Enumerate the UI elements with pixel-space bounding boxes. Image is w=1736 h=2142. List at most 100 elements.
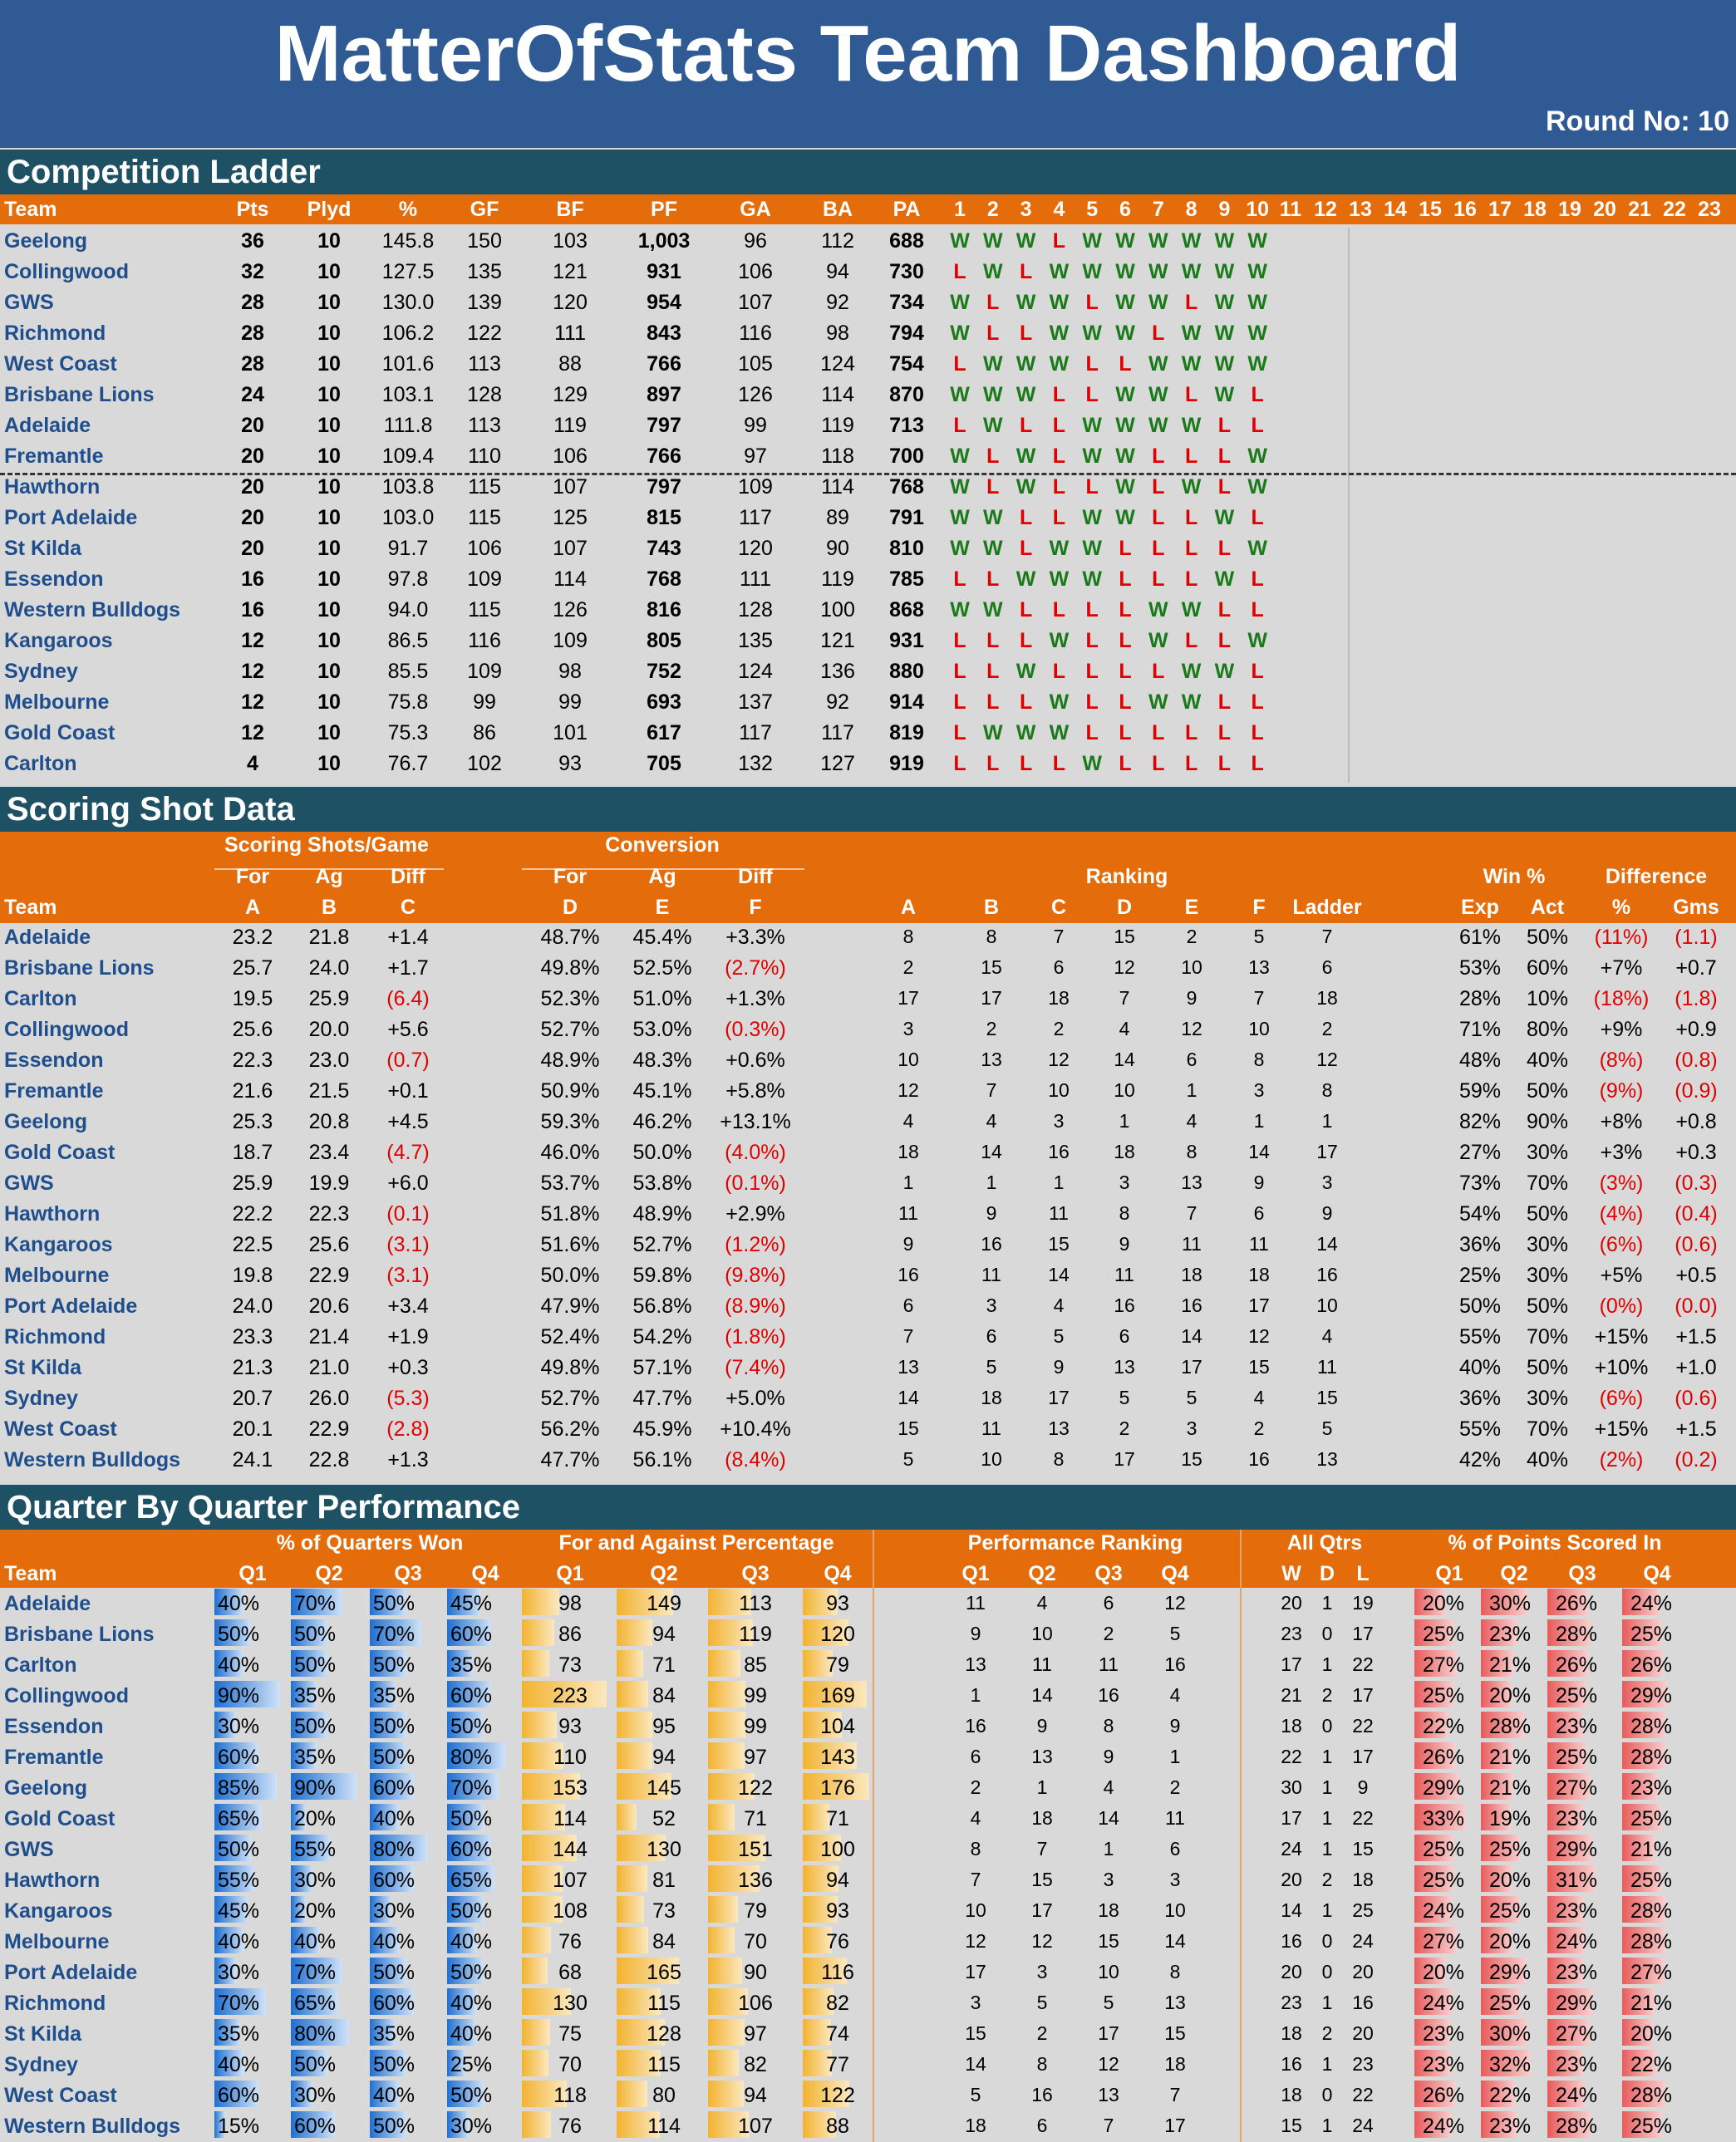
won-Q4: Q4 [471, 1562, 499, 1585]
round-number-12: 12 [1314, 198, 1337, 221]
result-round-8: L [1184, 721, 1198, 744]
wdl-value: 0 [1321, 2084, 1333, 2105]
rank-D: 4 [1119, 1018, 1130, 1039]
won-bar [447, 2111, 469, 2138]
wdl-value: 17 [1281, 1653, 1302, 1675]
rank-value: 5 [970, 2084, 981, 2105]
won-value: 35% [450, 1653, 493, 1677]
conv-for: 52.3% [540, 987, 600, 1010]
quarters-team: Fremantle [4, 1746, 104, 1769]
ladder-pts: 24 [241, 383, 264, 406]
rank-D: 12 [1114, 956, 1135, 978]
fa-value: 114 [553, 1807, 587, 1830]
rank-F: 6 [1253, 1202, 1265, 1224]
fa-bar [617, 1865, 647, 1892]
ladder-pct: 76.7 [387, 752, 429, 775]
ladder-position: 4 [1321, 1325, 1333, 1347]
pts-value: 28% [1489, 1715, 1532, 1738]
ladder-ga: 99 [744, 414, 767, 437]
rank-D: 2 [1119, 1417, 1130, 1439]
rank-value: 2 [1036, 2022, 1048, 2044]
won-bar [370, 2111, 406, 2138]
rank-value: 9 [1036, 1715, 1048, 1737]
rank-value: 8 [1103, 1715, 1114, 1737]
rank-Q3: Q3 [1094, 1562, 1123, 1585]
result-round-10: W [1247, 291, 1267, 314]
group-all-qtrs: All Qtrs [1286, 1531, 1363, 1555]
conv-diff: (7.4%) [725, 1356, 786, 1379]
fa-value: 97 [744, 2022, 767, 2046]
ladder-team: Richmond [4, 322, 106, 345]
pts-bar [1414, 1589, 1445, 1615]
pts-bar [1622, 2019, 1653, 2046]
result-round-6: W [1115, 445, 1135, 468]
fa-value: 119 [739, 1623, 772, 1646]
wdl-value: 0 [1321, 1961, 1333, 1982]
fa-value: 93 [558, 1715, 582, 1738]
header-rule [522, 868, 804, 870]
fa-value: 73 [652, 1899, 676, 1923]
fa-bar [708, 2019, 745, 2046]
pts-value: 21% [1489, 1746, 1532, 1769]
ladder-pts: 4 [247, 752, 258, 775]
ladder-team: Melbourne [4, 690, 110, 714]
win-act: 60% [1526, 956, 1569, 980]
rank-A: 5 [902, 1448, 914, 1470]
rank-value: 18 [965, 2115, 986, 2136]
ssg-for: 21.3 [232, 1356, 273, 1379]
ladder-team: Sydney [4, 660, 78, 683]
won-bar [370, 2019, 396, 2046]
rank-B: 3 [986, 1295, 997, 1316]
pts-value: 27% [1556, 2022, 1598, 2046]
fa-bar [617, 1896, 644, 1923]
conv-ag: 56.1% [632, 1448, 692, 1471]
result-round-1: L [953, 567, 966, 591]
ladder-ga: 124 [738, 660, 773, 683]
pts-value: 27% [1423, 1930, 1465, 1953]
won-value: 20% [294, 1899, 337, 1923]
result-round-1: W [950, 475, 970, 499]
won-value: 80% [294, 2022, 337, 2046]
letter-A: A [244, 896, 261, 919]
pts-value: 30% [1489, 1592, 1532, 1615]
ladder-pa: 713 [889, 414, 924, 437]
result-round-2: W [982, 260, 1003, 283]
ladder-team: St Kilda [4, 537, 82, 560]
ladder-bf: 119 [553, 414, 587, 437]
ladder-position: 12 [1316, 1049, 1338, 1070]
conv-ag: 46.2% [632, 1110, 692, 1133]
wdl-value: 25 [1352, 1899, 1374, 1921]
conv-ag: 45.4% [632, 926, 692, 949]
fa-bar [522, 1742, 563, 1769]
result-round-4: L [1052, 660, 1066, 683]
ladder-team: Carlton [4, 752, 77, 775]
ladder-divider [1348, 228, 1350, 783]
diff-pct: (9%) [1599, 1079, 1644, 1103]
fa-bar [708, 2050, 739, 2076]
won-bar [214, 1589, 243, 1615]
pts-bar [1622, 1589, 1660, 1615]
result-round-7: L [1152, 660, 1165, 683]
rank-value: 9 [1169, 1715, 1181, 1737]
won-value: 65% [294, 1992, 337, 2015]
win-exp: 55% [1458, 1417, 1502, 1441]
ssg-ag: 21.4 [308, 1325, 350, 1349]
fa-value: 115 [647, 2053, 681, 2076]
fa-value: 106 [738, 1992, 773, 2015]
pts-bar [1481, 2050, 1531, 2076]
ladder-pts: 32 [241, 260, 264, 283]
scoring-team: Hawthorn [4, 1202, 101, 1226]
ladder-pf: 954 [647, 291, 681, 314]
fa-value: 97 [744, 1746, 767, 1769]
conv-for: 53.7% [540, 1172, 600, 1195]
round-number-11: 11 [1279, 198, 1302, 221]
wdl-value: 15 [1281, 2115, 1302, 2136]
fa-bar [522, 2111, 551, 2138]
wdl-value: 14 [1281, 1899, 1302, 1921]
ladder-gf: 115 [468, 598, 501, 621]
round-number-8: 8 [1185, 198, 1197, 221]
win-exp: 36% [1458, 1233, 1502, 1256]
result-round-1: W [950, 291, 970, 314]
result-round-10: L [1251, 383, 1264, 406]
rank-C: 2 [1053, 1018, 1065, 1039]
